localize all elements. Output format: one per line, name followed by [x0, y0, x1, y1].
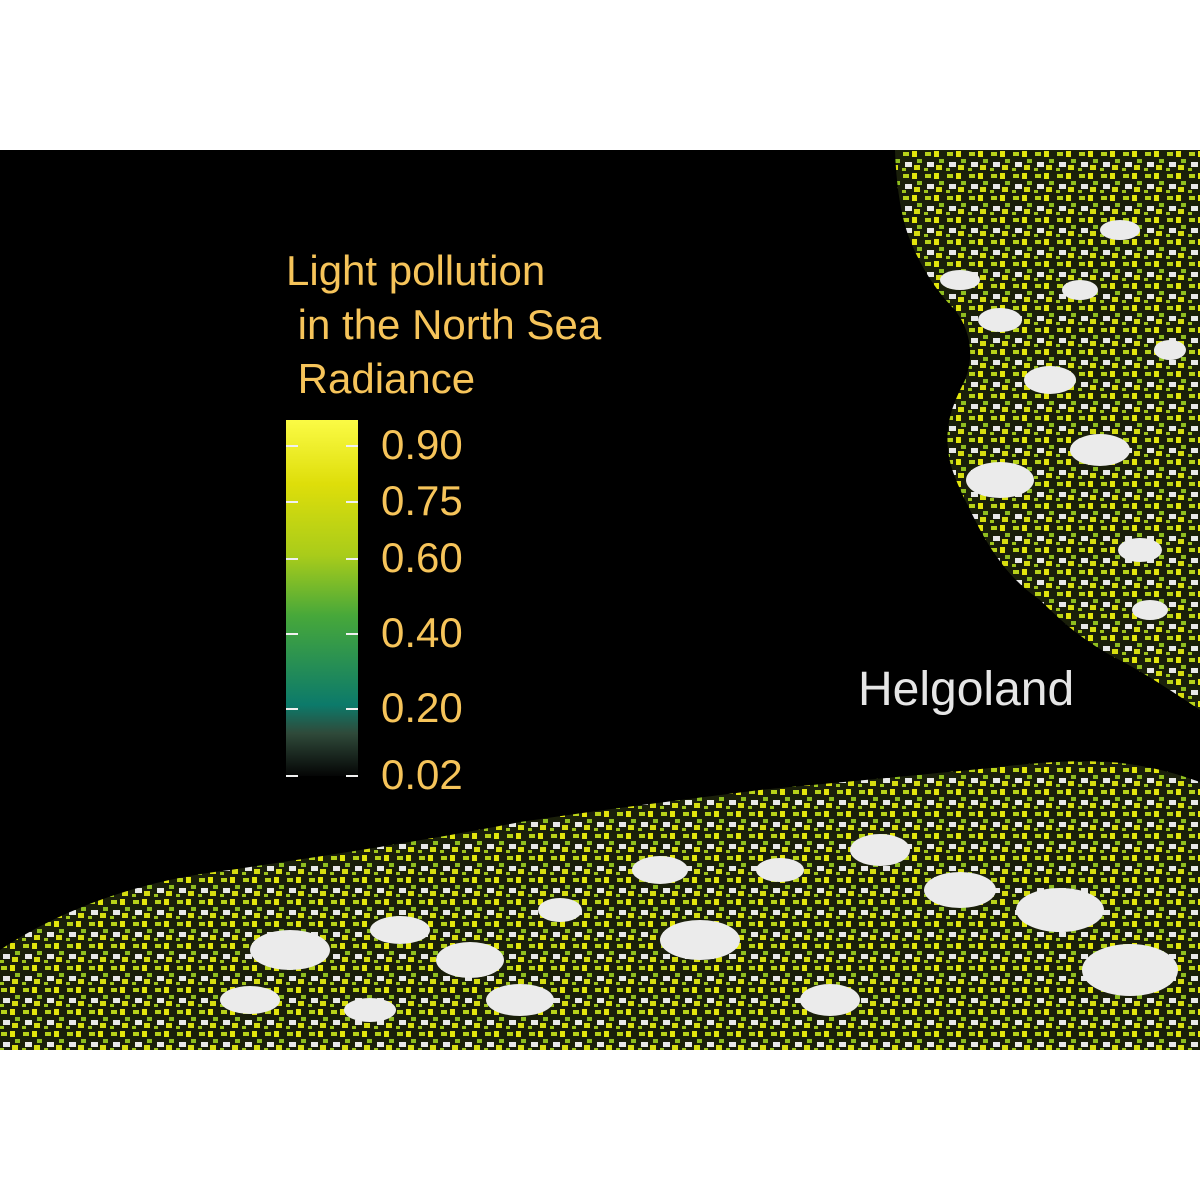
city-light-blob — [800, 984, 860, 1016]
colorbar-tick-label: 0.75 — [381, 477, 463, 525]
colorbar-tick-left — [286, 501, 298, 504]
city-light-blob — [756, 858, 804, 882]
city-light-blob — [1082, 944, 1178, 996]
colorbar-tick-left — [286, 632, 298, 635]
city-light-blob — [966, 462, 1034, 498]
city-light-blob — [924, 872, 996, 908]
city-light-blob — [1062, 280, 1098, 300]
legend-title-line-3: Radiance — [286, 355, 476, 402]
city-light-blob — [660, 920, 740, 960]
city-light-blob — [538, 898, 582, 922]
city-light-blob — [436, 942, 504, 978]
colorbar-tick-right — [346, 707, 358, 710]
colorbar-tick-right — [346, 632, 358, 635]
colorbar-tick-label: 0.20 — [381, 683, 463, 731]
city-light-blob — [1070, 434, 1130, 466]
light-pollution-raster — [0, 150, 1200, 1050]
legend-title-line-2: in the North Sea — [286, 301, 602, 348]
colorbar-tick-right — [346, 501, 358, 504]
city-light-blob — [1100, 220, 1140, 240]
city-light-blob — [220, 986, 280, 1014]
city-light-blob — [1016, 888, 1104, 932]
colorbar-tick-label: 0.60 — [381, 533, 463, 581]
colorbar-tick-left — [286, 557, 298, 560]
city-light-blob — [1154, 340, 1186, 360]
city-light-blob — [486, 984, 554, 1016]
city-light-blob — [1024, 366, 1076, 394]
city-light-blob — [370, 916, 430, 944]
city-light-blob — [940, 270, 980, 290]
coastline-land — [0, 150, 1200, 1050]
city-light-blob — [1118, 538, 1162, 562]
colorbar-tick-left — [286, 707, 298, 710]
colorbar-tick-label: 0.40 — [381, 608, 463, 656]
city-light-blob — [978, 308, 1022, 332]
city-light-blob — [1132, 600, 1168, 620]
colorbar-tick-left — [286, 445, 298, 448]
colorbar-tick-label: 0.02 — [381, 751, 463, 798]
map-panel — [0, 150, 1200, 1050]
colorbar-tick-label: 0.90 — [381, 421, 463, 469]
city-light-blob — [632, 856, 688, 884]
city-light-blob — [250, 930, 330, 970]
place-label-helgoland: Helgoland — [858, 663, 1075, 716]
city-light-blob — [850, 834, 910, 866]
city-light-blob — [344, 998, 396, 1022]
colorbar-tick-right — [346, 557, 358, 560]
legend-title-line-1: Light pollution — [286, 247, 546, 294]
colorbar-tick-right — [346, 775, 358, 777]
legend-title: Light pollution in the North Sea Radianc… — [286, 244, 601, 406]
city-lights — [220, 220, 1186, 1022]
colorbar-tick-right — [346, 445, 358, 448]
colorbar-tick-left — [286, 775, 298, 777]
legend-colorbar — [286, 420, 358, 776]
